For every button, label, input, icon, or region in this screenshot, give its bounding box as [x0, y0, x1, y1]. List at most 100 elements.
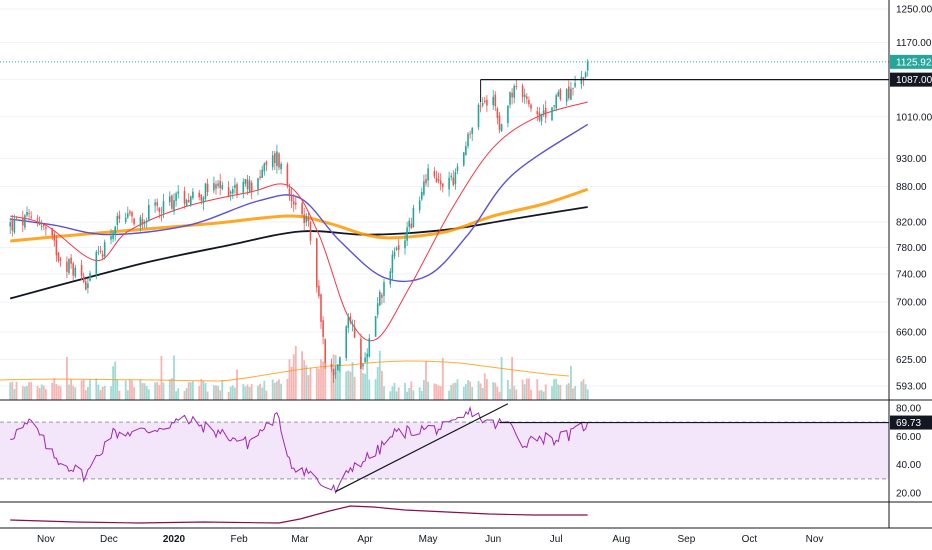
volume-bar	[171, 378, 173, 400]
volume-bar	[471, 387, 474, 400]
candle-body	[492, 96, 494, 106]
candle-body	[36, 218, 39, 220]
volume-bar	[242, 383, 245, 400]
candle-body	[116, 215, 119, 226]
volume-bar	[173, 355, 175, 400]
candle-body	[421, 192, 423, 200]
volume-bar	[116, 379, 119, 400]
volume-bar	[307, 375, 310, 400]
candle-body	[322, 320, 324, 337]
volume-bar	[204, 382, 207, 400]
candle-body	[521, 85, 524, 97]
volume-bar	[227, 391, 230, 400]
volume-bar	[72, 385, 75, 400]
candle-body	[320, 294, 322, 322]
volume-bar	[483, 373, 486, 400]
candle-body	[129, 211, 131, 214]
candle-body	[198, 192, 200, 198]
candle-body	[261, 169, 263, 178]
volume-bar	[15, 381, 18, 400]
candle-body	[173, 200, 175, 212]
candle-body	[339, 357, 341, 367]
candle-body	[169, 196, 171, 203]
candle-body	[393, 251, 396, 257]
volume-bar	[95, 378, 98, 400]
candle-body	[97, 252, 100, 254]
rsi-pane[interactable]	[0, 403, 889, 495]
candle-body	[295, 202, 297, 205]
candle-body	[408, 220, 410, 227]
volume-bar	[221, 380, 224, 400]
candle-body	[143, 222, 146, 224]
volume-bar	[53, 378, 56, 400]
volume-bar	[418, 387, 421, 400]
axes[interactable]: 1250.00 1170.00 1010.00 930.00 880.00 820.00 7…	[37, 5, 932, 546]
rsi-trendline	[335, 403, 509, 493]
candle-body	[99, 251, 102, 252]
candle-body	[479, 105, 482, 107]
candle-body	[347, 317, 350, 328]
volume-bar	[494, 382, 497, 400]
candle-body	[70, 257, 72, 264]
volume-bar	[366, 356, 369, 400]
indicator-pane[interactable]	[10, 505, 588, 524]
volume-bar	[70, 379, 72, 400]
candle-body	[11, 220, 14, 231]
candle-body	[185, 199, 188, 207]
volume-bar	[318, 368, 320, 400]
candle-body	[200, 194, 203, 201]
candle-body	[22, 217, 24, 226]
candle-body	[507, 105, 509, 124]
volume-bar	[84, 390, 87, 400]
volume-bar	[99, 390, 102, 400]
volume-bar	[540, 390, 543, 400]
candle-body	[232, 189, 234, 194]
candle-body	[202, 197, 205, 204]
volume-bar	[542, 391, 545, 400]
candle-body	[316, 238, 318, 288]
volume-bar	[479, 383, 482, 400]
candle-body	[28, 213, 30, 215]
candle-body	[523, 94, 526, 98]
volume-bar	[183, 390, 186, 400]
volume-bar	[437, 385, 440, 400]
volume-bar	[215, 385, 217, 400]
volume-bar	[412, 390, 415, 400]
volume-bar	[551, 386, 553, 400]
candle-body	[425, 178, 427, 184]
candle-body	[227, 187, 230, 196]
candlesticks	[9, 58, 589, 383]
candle-body	[38, 221, 41, 226]
volume-bar	[177, 388, 180, 400]
candle-body	[30, 216, 32, 218]
volume-bar	[500, 357, 503, 400]
candle-body	[271, 155, 274, 168]
candle-body	[469, 133, 471, 135]
candle-body	[156, 202, 158, 206]
time-tick-label: Mar	[291, 534, 309, 545]
candle-body	[360, 338, 362, 369]
candle-body	[452, 177, 455, 185]
volume-bar	[175, 391, 177, 400]
candle-body	[379, 292, 381, 306]
volume-bar	[36, 385, 39, 400]
candle-body	[303, 214, 305, 224]
sma-100-line	[10, 187, 589, 243]
volume-bar	[236, 369, 238, 400]
volume-bar	[133, 387, 135, 400]
volume-bar	[40, 384, 43, 400]
candle-body	[528, 99, 530, 105]
candle-body	[242, 181, 245, 193]
volume-bar	[248, 386, 251, 400]
candle-body	[353, 326, 356, 338]
candle-body	[204, 183, 207, 199]
volume-bar	[162, 382, 165, 400]
candle-body	[381, 294, 383, 298]
candle-body	[265, 161, 268, 166]
candle-body	[565, 89, 568, 102]
candle-body	[538, 112, 541, 120]
volume-bar	[553, 379, 555, 400]
volume-bar	[427, 381, 429, 400]
volume-bar	[465, 384, 467, 400]
